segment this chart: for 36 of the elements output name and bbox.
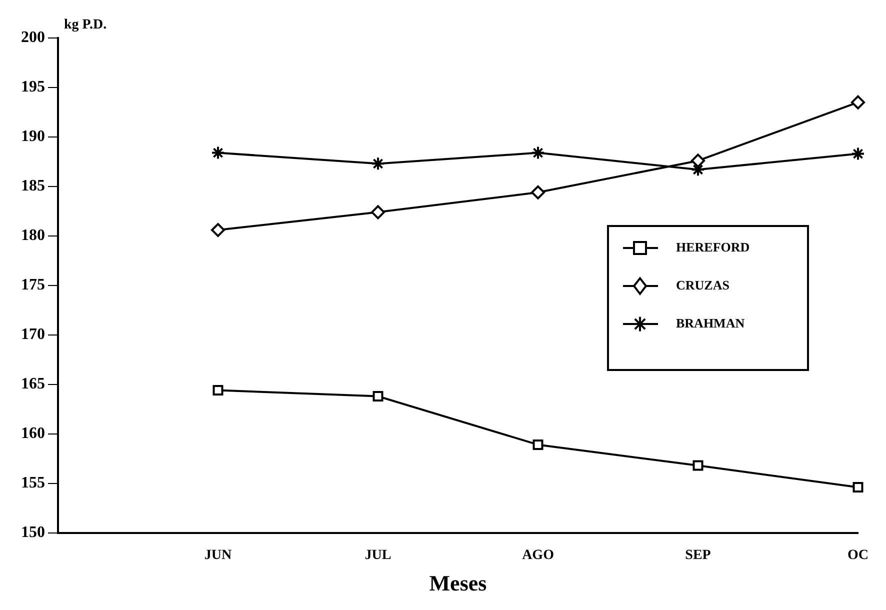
x-tick-label: JUN — [204, 548, 232, 563]
point — [532, 439, 544, 450]
legend-label: CRUZAS — [676, 277, 730, 292]
point — [211, 146, 225, 160]
point — [212, 385, 224, 396]
point — [851, 146, 865, 161]
x-axis-title: Meses — [429, 570, 488, 596]
point — [852, 482, 864, 493]
y-tick-label: 175 — [21, 276, 45, 294]
point — [691, 162, 705, 177]
point — [531, 146, 545, 160]
legend-label: BRAHMAN — [676, 315, 746, 330]
y-tick-label: 200 — [21, 29, 45, 46]
point — [371, 205, 385, 220]
y-tick-label: 150 — [21, 524, 45, 541]
point — [691, 154, 705, 168]
y-tick-label: 165 — [21, 376, 45, 392]
x-tick-label: OC — [848, 548, 868, 563]
point — [531, 185, 545, 200]
point — [211, 222, 225, 237]
y-tick-label: 180 — [21, 227, 45, 244]
x-tick-label: SEP — [685, 548, 712, 563]
point — [372, 390, 384, 402]
y-tick-label: 185 — [21, 178, 45, 195]
x-tick-label: JUL — [364, 548, 392, 563]
y-tick-label: 160 — [21, 424, 45, 442]
x-tick-label: AGO — [522, 548, 554, 563]
y-tick-label: 190 — [21, 128, 45, 146]
y-tick-label: 155 — [21, 474, 45, 492]
y-tick-label: 195 — [21, 78, 45, 96]
y-axis-title: kg P.D. — [64, 18, 107, 33]
legend-label: HEREFORD — [676, 239, 750, 254]
y-tick-label: 170 — [21, 326, 45, 344]
point — [692, 460, 704, 471]
point — [371, 156, 385, 171]
point — [851, 95, 865, 110]
